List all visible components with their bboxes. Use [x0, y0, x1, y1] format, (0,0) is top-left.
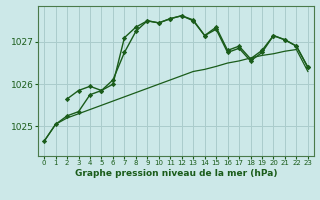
- X-axis label: Graphe pression niveau de la mer (hPa): Graphe pression niveau de la mer (hPa): [75, 169, 277, 178]
